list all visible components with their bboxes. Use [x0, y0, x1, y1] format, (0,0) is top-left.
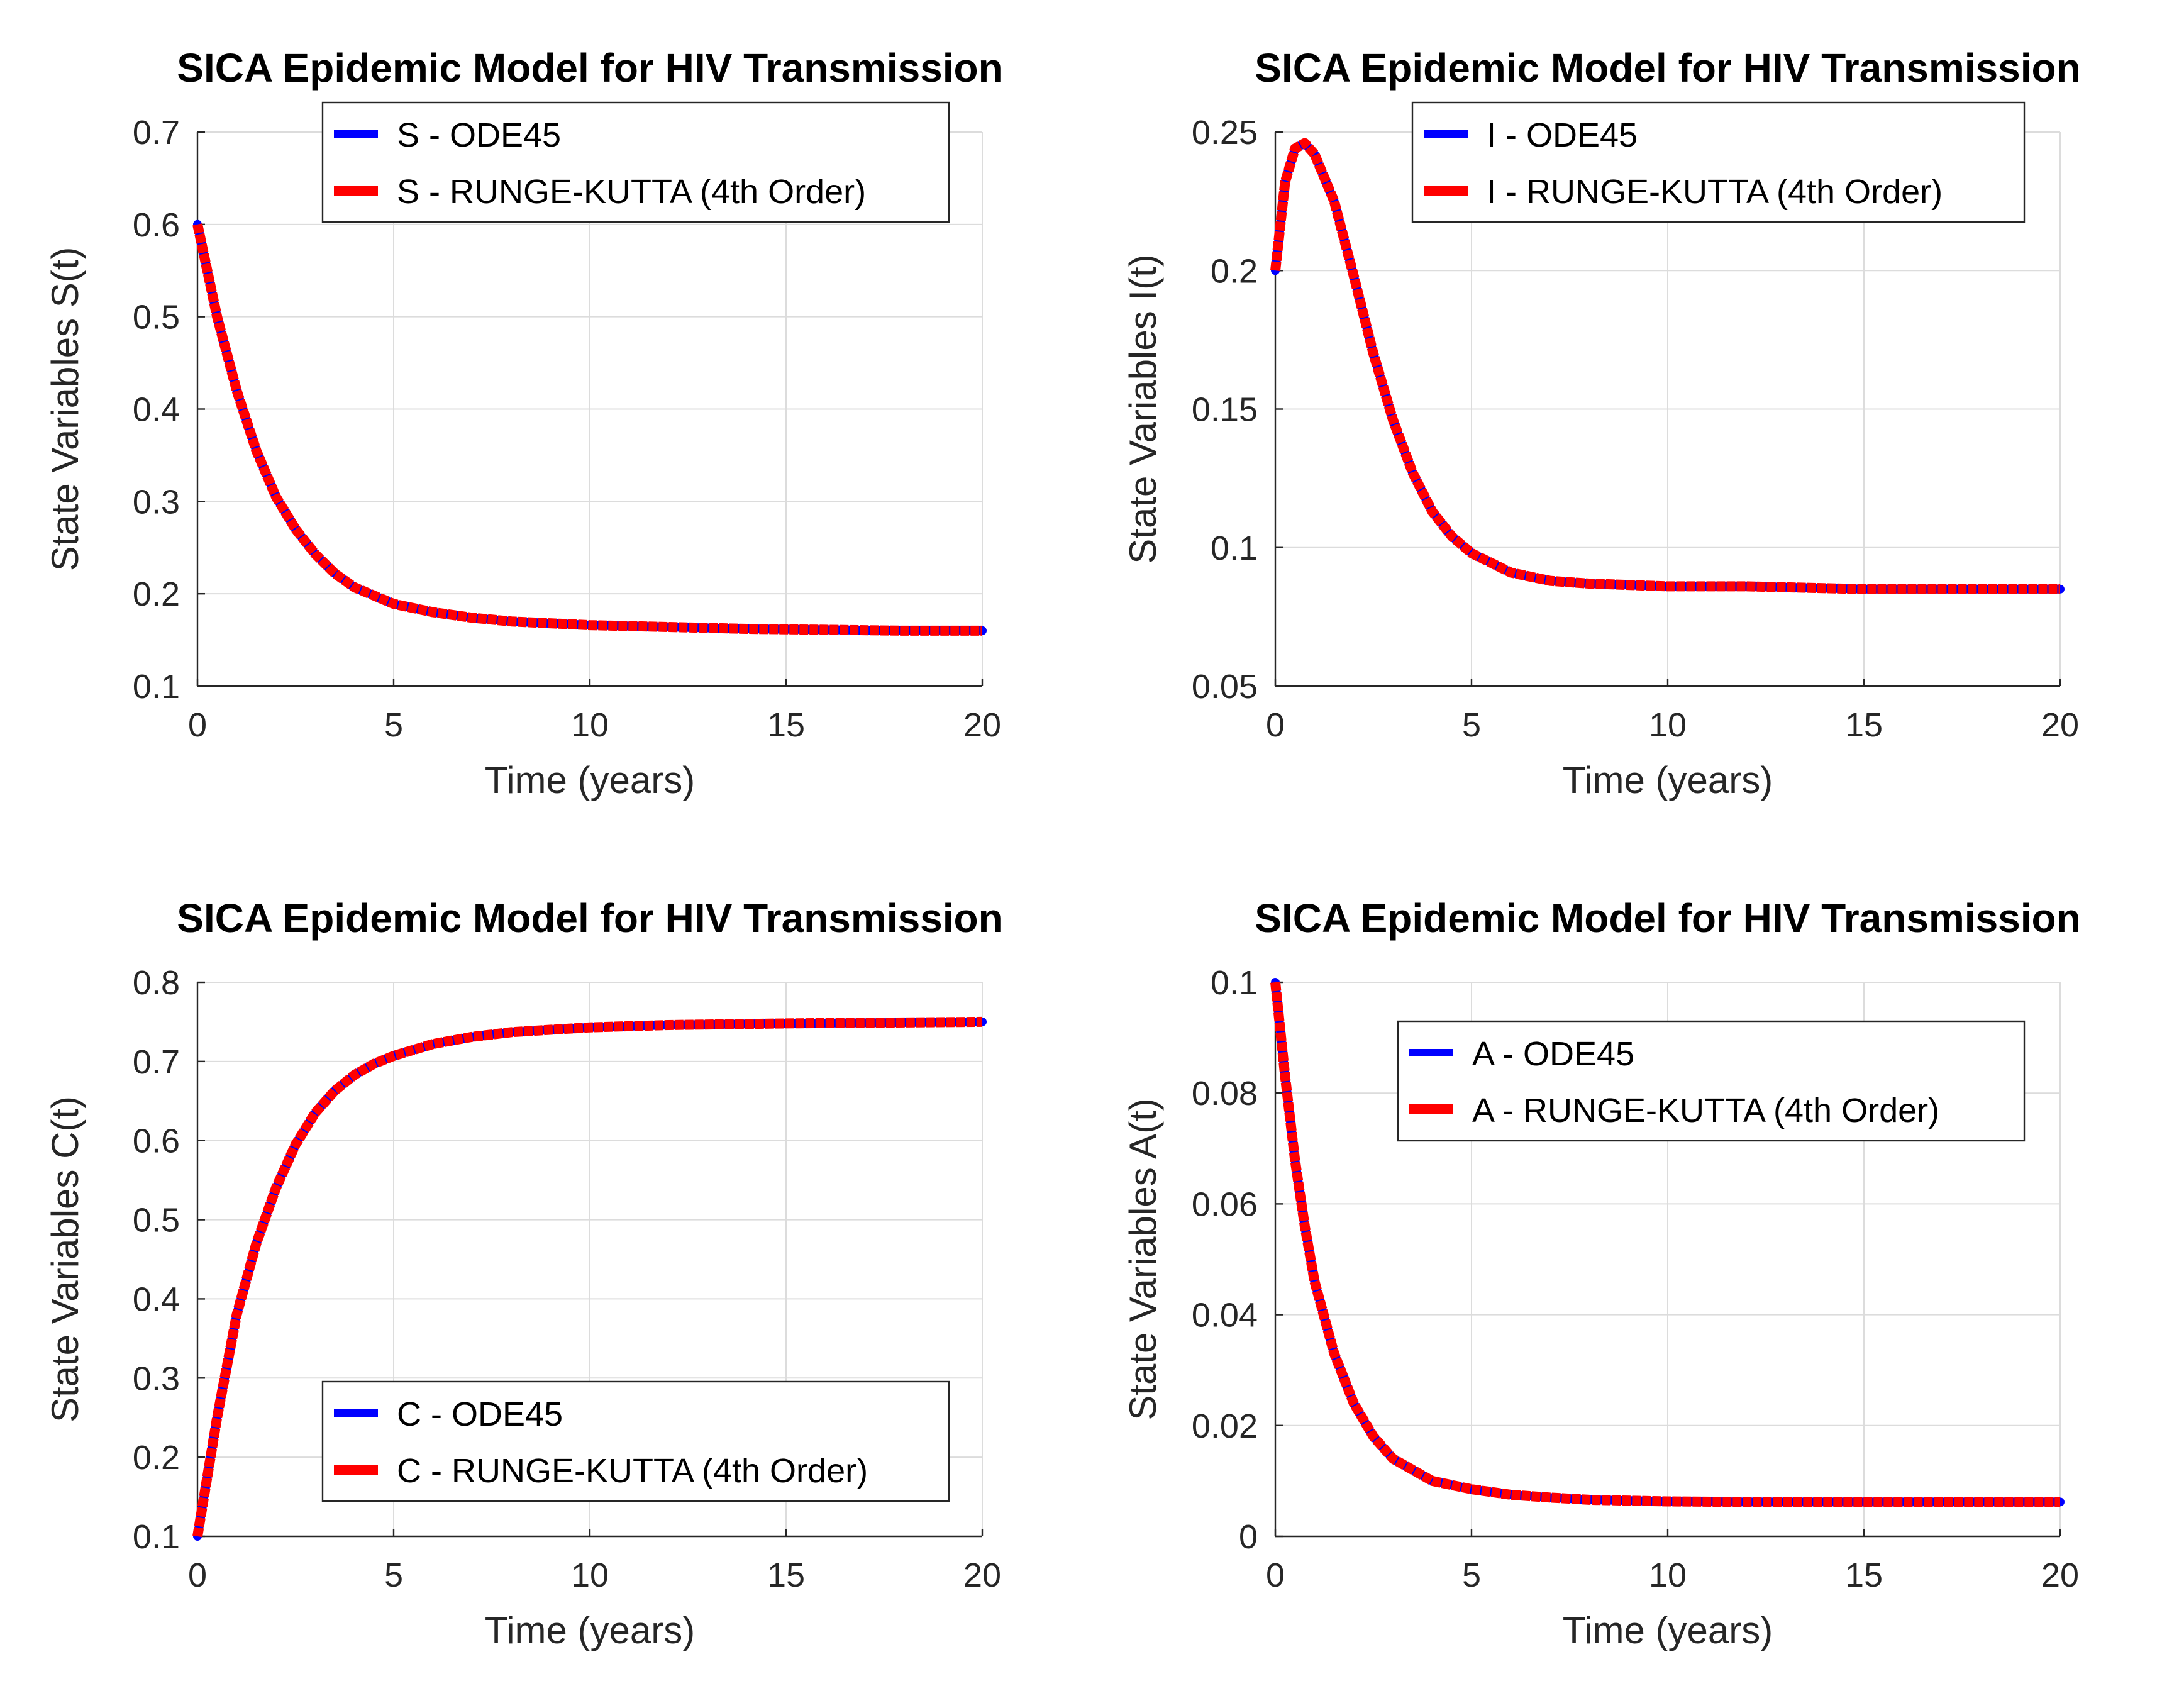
y-tick-label: 0.04: [1192, 1297, 1258, 1334]
y-axis-label: State Variables A(t): [1122, 1098, 1164, 1420]
y-tick-label: 0.4: [133, 1280, 180, 1318]
y-tick-label: 0.2: [133, 1439, 180, 1477]
x-tick-label: 5: [384, 1556, 403, 1594]
chart-title: SICA Epidemic Model for HIV Transmission: [1255, 896, 2080, 941]
series-line-rk4: [1270, 138, 2060, 594]
y-tick-label: 0.25: [1192, 114, 1258, 152]
x-axis-label: Time (years): [1563, 1609, 1773, 1651]
legend-entry: I - RUNGE-KUTTA (4th Order): [1487, 173, 1943, 211]
series-line-rk4: [1270, 982, 2060, 1507]
series-line-rk4: [192, 223, 982, 636]
chart-C: 0 5 10 15 20 0.1 0.2 0.3 0.4 0.5 0.6 0.7 0.8 SICA Epi…: [44, 896, 1003, 1651]
x-tick-label: 5: [1462, 1556, 1481, 1594]
y-tick-label: 0.7: [133, 1043, 180, 1081]
x-tick-label: 10: [1649, 706, 1687, 744]
y-tick-label: 0.3: [133, 483, 180, 521]
y-tick-label: 0.6: [133, 206, 180, 244]
x-tick-label: 15: [1845, 706, 1883, 744]
legend-box: [1411, 101, 2026, 223]
x-tick-label: 5: [1462, 706, 1481, 744]
x-axis-label: Time (years): [1563, 759, 1773, 801]
legend-entry: A - ODE45: [1472, 1035, 1634, 1073]
legend: S - ODE45 S - RUNGE-KUTTA (4th Order): [321, 101, 950, 223]
legend-entry: S - RUNGE-KUTTA (4th Order): [397, 173, 866, 211]
x-axis-label: Time (years): [485, 1609, 695, 1651]
legend-entry: I - ODE45: [1487, 116, 1638, 154]
chart-title: SICA Epidemic Model for HIV Transmission: [177, 896, 1002, 941]
legend-entry: S - ODE45: [397, 116, 561, 154]
legend-box: [321, 1380, 950, 1502]
x-tick-label: 5: [384, 706, 403, 744]
y-tick-label: 0.1: [133, 668, 180, 706]
y-tick-label: 0.06: [1192, 1185, 1258, 1223]
x-tick-label: 20: [2041, 706, 2079, 744]
y-axis-label: State Variables I(t): [1122, 254, 1164, 563]
y-tick-label: 0.5: [133, 299, 180, 336]
x-tick-label: 15: [1845, 1556, 1883, 1594]
y-tick-label: 0.1: [1211, 964, 1258, 1002]
y-tick-label: 0.6: [133, 1123, 180, 1160]
y-tick-label: 0.4: [133, 391, 180, 429]
x-tick-label: 20: [963, 1556, 1001, 1594]
x-tick-label: 0: [188, 706, 207, 744]
y-tick-label: 0: [1239, 1518, 1258, 1556]
y-tick-label: 0.1: [1211, 530, 1258, 567]
y-tick-label: 0.15: [1192, 391, 1258, 429]
y-tick-label: 0.2: [1211, 252, 1258, 290]
y-tick-label: 0.05: [1192, 668, 1258, 706]
legend-box: [1397, 1020, 2026, 1142]
y-tick-label: 0.5: [133, 1202, 180, 1239]
legend-entry: A - RUNGE-KUTTA (4th Order): [1472, 1092, 1939, 1129]
legend-entry: C - ODE45: [397, 1395, 563, 1433]
y-tick-label: 0.2: [133, 575, 180, 613]
x-tick-label: 20: [963, 706, 1001, 744]
y-tick-label: 0.7: [133, 114, 180, 152]
chart-I: 0 5 10 15 20 0.05 0.1 0.15 0.2 0.25 SICA Epidemic …: [1122, 45, 2081, 801]
legend: I - ODE45 I - RUNGE-KUTTA (4th Order): [1411, 101, 2026, 223]
x-tick-label: 15: [767, 706, 805, 744]
y-axis-label: State Variables S(t): [44, 247, 86, 572]
y-axis-label: State Variables C(t): [44, 1096, 86, 1422]
x-tick-label: 10: [571, 706, 609, 744]
y-tick-label: 0.3: [133, 1360, 180, 1397]
y-tick-label: 0.8: [133, 964, 180, 1002]
chart-title: SICA Epidemic Model for HIV Transmission: [1255, 45, 2080, 91]
y-tick-label: 0.1: [133, 1518, 180, 1556]
legend: C - ODE45 C - RUNGE-KUTTA (4th Order): [321, 1380, 950, 1502]
x-tick-label: 0: [1266, 706, 1285, 744]
chart-S: 0 5 10 15 20 0.1 0.2 0.3 0.4 0.5 0.6 0.7 SICA Epidem…: [44, 45, 1003, 801]
x-tick-label: 0: [188, 1556, 207, 1594]
x-tick-label: 15: [767, 1556, 805, 1594]
y-tick-label: 0.08: [1192, 1075, 1258, 1112]
x-tick-label: 0: [1266, 1556, 1285, 1594]
legend: A - ODE45 A - RUNGE-KUTTA (4th Order): [1397, 1020, 2026, 1142]
legend-entry: C - RUNGE-KUTTA (4th Order): [397, 1452, 868, 1490]
chart-title: SICA Epidemic Model for HIV Transmission: [177, 45, 1002, 91]
x-tick-label: 20: [2041, 1556, 2079, 1594]
chart-A: 0 5 10 15 20 0 0.02 0.04 0.06 0.08 0.1 SICA Epidemi…: [1122, 896, 2081, 1651]
x-axis-label: Time (years): [485, 759, 695, 801]
legend-box: [321, 101, 950, 223]
series-line-rk4: [192, 1016, 983, 1538]
x-tick-label: 10: [1649, 1556, 1687, 1594]
y-tick-label: 0.02: [1192, 1407, 1258, 1445]
x-tick-label: 10: [571, 1556, 609, 1594]
